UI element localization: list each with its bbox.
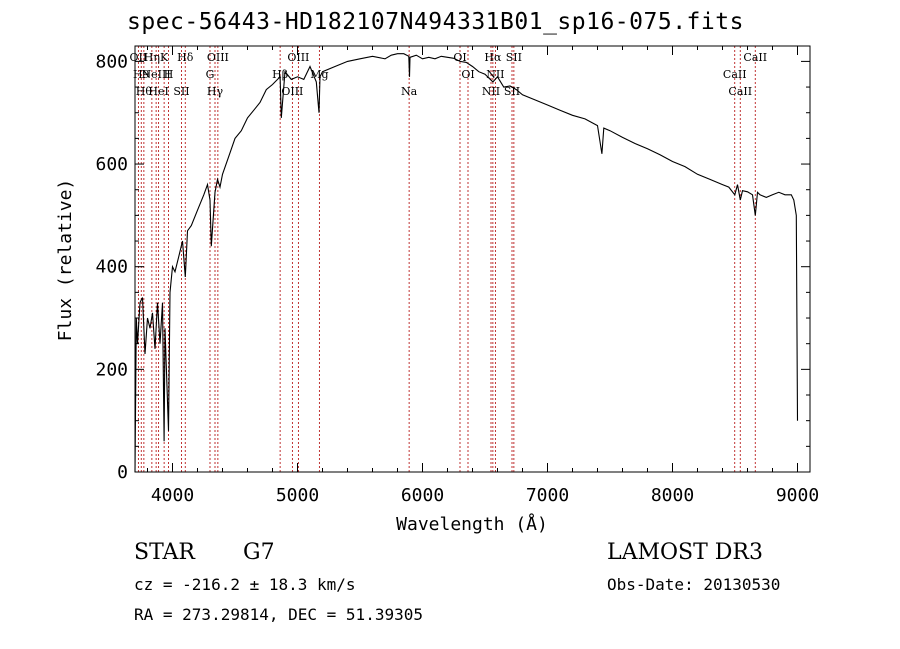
line-label: NeIII xyxy=(142,68,171,81)
line-label: CaII xyxy=(723,68,747,81)
line-label: SII xyxy=(504,85,520,98)
y-tick-label: 600 xyxy=(95,154,128,175)
line-label: Hη xyxy=(144,51,160,64)
plot-frame xyxy=(134,45,811,473)
line-label: K xyxy=(160,51,169,64)
spectrum-line xyxy=(134,53,799,473)
line-label: OIII xyxy=(287,51,309,64)
line-label: Na xyxy=(401,85,418,98)
emission-line-markers xyxy=(137,46,756,472)
x-tick-label: 4000 xyxy=(151,485,194,506)
line-label: Hδ xyxy=(177,51,194,64)
line-label: Hα xyxy=(484,51,502,64)
x-tick-label: 5000 xyxy=(276,485,319,506)
object-type: STAR xyxy=(134,540,195,565)
line-label: HeI xyxy=(148,85,168,98)
line-label: CaII xyxy=(743,51,767,64)
line-label: NII xyxy=(486,68,504,81)
survey-name: LAMOST DR3 xyxy=(607,540,763,565)
line-label: SII xyxy=(173,85,189,98)
spectral-class: G7 xyxy=(243,540,275,565)
line-label: OIII xyxy=(207,51,229,64)
y-axis-label: Flux (relative) xyxy=(55,179,76,342)
coordinates: RA = 273.29814, DEC = 51.39305 xyxy=(134,605,423,624)
line-label: OI xyxy=(461,68,474,81)
line-label: H9 xyxy=(133,68,150,81)
line-label: OIII xyxy=(281,85,303,98)
line-label: OI xyxy=(453,51,466,64)
x-tick-label: 7000 xyxy=(526,485,569,506)
x-tick-label: 9000 xyxy=(776,485,819,506)
line-label: Hγ xyxy=(207,85,224,98)
x-tick-label: 6000 xyxy=(401,485,444,506)
line-label: CaII xyxy=(728,85,752,98)
line-label: SII xyxy=(506,51,522,64)
chart-title: spec-56443-HD182107N494331B01_sp16-075.f… xyxy=(127,9,744,35)
y-tick-label: 0 xyxy=(117,462,128,483)
x-axis-ticks: 4000 5000 6000 7000 8000 9000 xyxy=(147,46,819,506)
redshift-value: cz = -216.2 ± 18.3 km/s xyxy=(134,575,356,594)
y-tick-label: 400 xyxy=(95,257,128,278)
y-tick-label: 200 xyxy=(95,359,128,380)
emission-line-labels: OIIH9HθHηNeIIIHeIKHSIIHδGHγOIIIHβOIIIOII… xyxy=(130,51,768,98)
x-axis-label: Wavelength (Å) xyxy=(396,513,548,535)
line-label: OII xyxy=(130,51,148,64)
x-tick-label: 8000 xyxy=(651,485,694,506)
y-axis-ticks: 0 200 400 600 800 xyxy=(95,51,810,483)
line-label: Hθ xyxy=(136,85,153,98)
line-label: NII xyxy=(482,85,500,98)
line-label: H xyxy=(164,68,174,81)
y-tick-label: 800 xyxy=(95,51,128,72)
line-label: G xyxy=(206,68,215,81)
obs-date: Obs-Date: 20130530 xyxy=(607,575,781,594)
